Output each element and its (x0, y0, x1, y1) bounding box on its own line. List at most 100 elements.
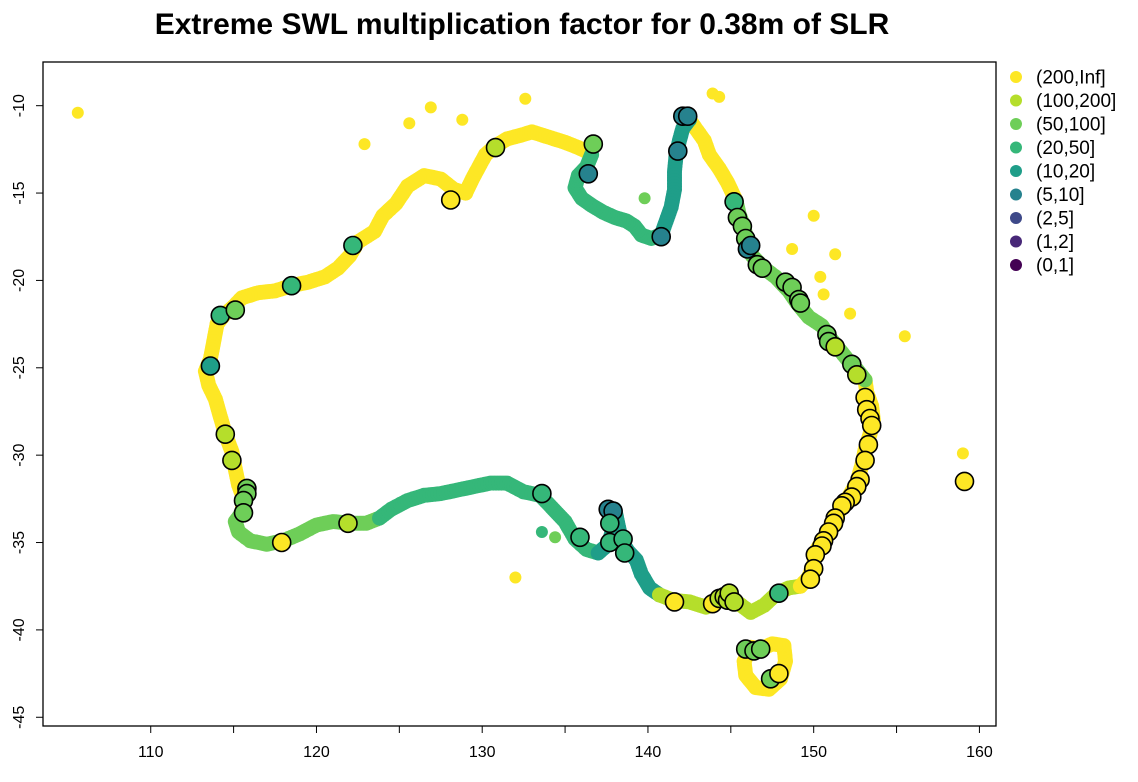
data-point (713, 90, 726, 103)
data-point (403, 117, 416, 130)
legend-item: (50,100] (1010, 115, 1106, 136)
highlighted-point (855, 450, 875, 471)
highlighted-point (846, 364, 867, 385)
highlighted-points-layer (200, 106, 975, 689)
legend-marker (1010, 71, 1022, 83)
highlighted-point (667, 141, 688, 161)
legend-item: (20,50] (1010, 138, 1095, 159)
y-tick-label: -25 (11, 356, 28, 379)
legend-label: (0,1] (1036, 256, 1074, 277)
legend-marker (1010, 259, 1022, 271)
highlighted-point (215, 424, 236, 445)
highlighted-point (532, 483, 552, 504)
chart-title: Extreme SWL multiplication factor for 0.… (155, 8, 890, 41)
legend-label: (1,2] (1036, 232, 1074, 253)
highlighted-point (769, 663, 789, 684)
legend-marker (1010, 141, 1022, 154)
highlighted-point (724, 592, 744, 612)
highlighted-point (200, 356, 221, 376)
data-point (535, 526, 548, 538)
legend-label: (100,200] (1036, 91, 1116, 112)
highlighted-point (825, 336, 846, 357)
highlighted-point (677, 106, 698, 126)
y-tick-label: -45 (11, 706, 28, 729)
legend-marker (1010, 118, 1022, 130)
data-point (456, 113, 469, 126)
legend-label: (5,10] (1036, 185, 1085, 206)
highlighted-point (233, 502, 254, 523)
highlighted-point (752, 258, 773, 279)
highlighted-point (578, 164, 599, 184)
legend-label: (2,5] (1036, 209, 1074, 230)
highlighted-point (599, 513, 620, 534)
data-point (71, 106, 84, 119)
data-point (814, 270, 827, 283)
highlighted-point (861, 415, 882, 436)
legend: (200,Inf](100,200] (50,100](20,50] (10,20]… (1010, 68, 1116, 277)
highlighted-point (954, 471, 975, 492)
legend-label: (20,50] (1036, 138, 1095, 159)
x-tick-label: 120 (303, 744, 330, 761)
highlighted-point (800, 569, 821, 590)
data-point (358, 138, 371, 151)
data-point (509, 571, 522, 584)
coast-series-2 (197, 234, 366, 521)
highlighted-point (858, 434, 879, 455)
data-point (898, 330, 911, 343)
highlighted-point (343, 235, 363, 256)
y-tick-label: -40 (11, 618, 28, 641)
highlighted-point (485, 137, 506, 158)
y-tick-label: -35 (11, 531, 28, 554)
highlighted-point (281, 275, 302, 296)
highlighted-point (570, 527, 590, 548)
highlighted-point (338, 513, 358, 534)
highlighted-point (225, 300, 246, 320)
highlighted-point (724, 192, 744, 212)
data-point (786, 243, 799, 255)
y-tick-label: -20 (11, 269, 28, 292)
highlighted-point (750, 639, 771, 659)
legend-item: (10,20] (1010, 162, 1095, 183)
axes-layer: 110 120 130 140 150 160 -10 -15 -20 -25 -30 -35 -40 -… (11, 94, 993, 761)
highlighted-point (740, 235, 761, 256)
legend-label: (10,20] (1036, 162, 1095, 183)
small-points-layer (71, 87, 969, 584)
highlighted-point (222, 450, 242, 471)
legend-item: (100,200] (1010, 91, 1116, 112)
legend-item: (2,5] (1010, 209, 1074, 230)
data-point (817, 288, 830, 301)
data-point (829, 248, 842, 261)
data-point (519, 92, 532, 105)
x-tick-label: 150 (800, 744, 827, 761)
highlighted-point (271, 532, 292, 553)
x-tick-label: 130 (469, 744, 496, 761)
legend-marker (1010, 165, 1022, 177)
legend-label: (50,100] (1036, 115, 1106, 136)
y-tick-label: -10 (11, 94, 28, 117)
data-point (844, 307, 857, 320)
highlighted-point (664, 592, 685, 612)
data-point (549, 531, 562, 544)
plot-frame (42, 61, 997, 727)
legend-item: (1,2] (1010, 232, 1074, 253)
legend-item: (0,1] (1010, 256, 1074, 277)
x-tick-label: 140 (635, 744, 662, 761)
highlighted-point (769, 583, 789, 604)
x-tick-label: 160 (966, 744, 993, 761)
legend-marker (1010, 212, 1022, 224)
highlighted-point (583, 134, 604, 154)
legend-marker (1010, 235, 1022, 248)
highlighted-point (651, 226, 672, 247)
highlighted-point (614, 543, 635, 563)
y-tick-label: -15 (11, 181, 28, 204)
data-point (956, 447, 969, 460)
highlighted-point (440, 190, 461, 210)
legend-item: (5,10] (1010, 185, 1085, 206)
data-point (807, 209, 820, 222)
coastline-layer (197, 112, 881, 697)
y-tick-label: -30 (11, 444, 28, 467)
coast-series-4 (372, 475, 606, 561)
data-point (638, 192, 651, 205)
legend-marker (1010, 94, 1022, 107)
